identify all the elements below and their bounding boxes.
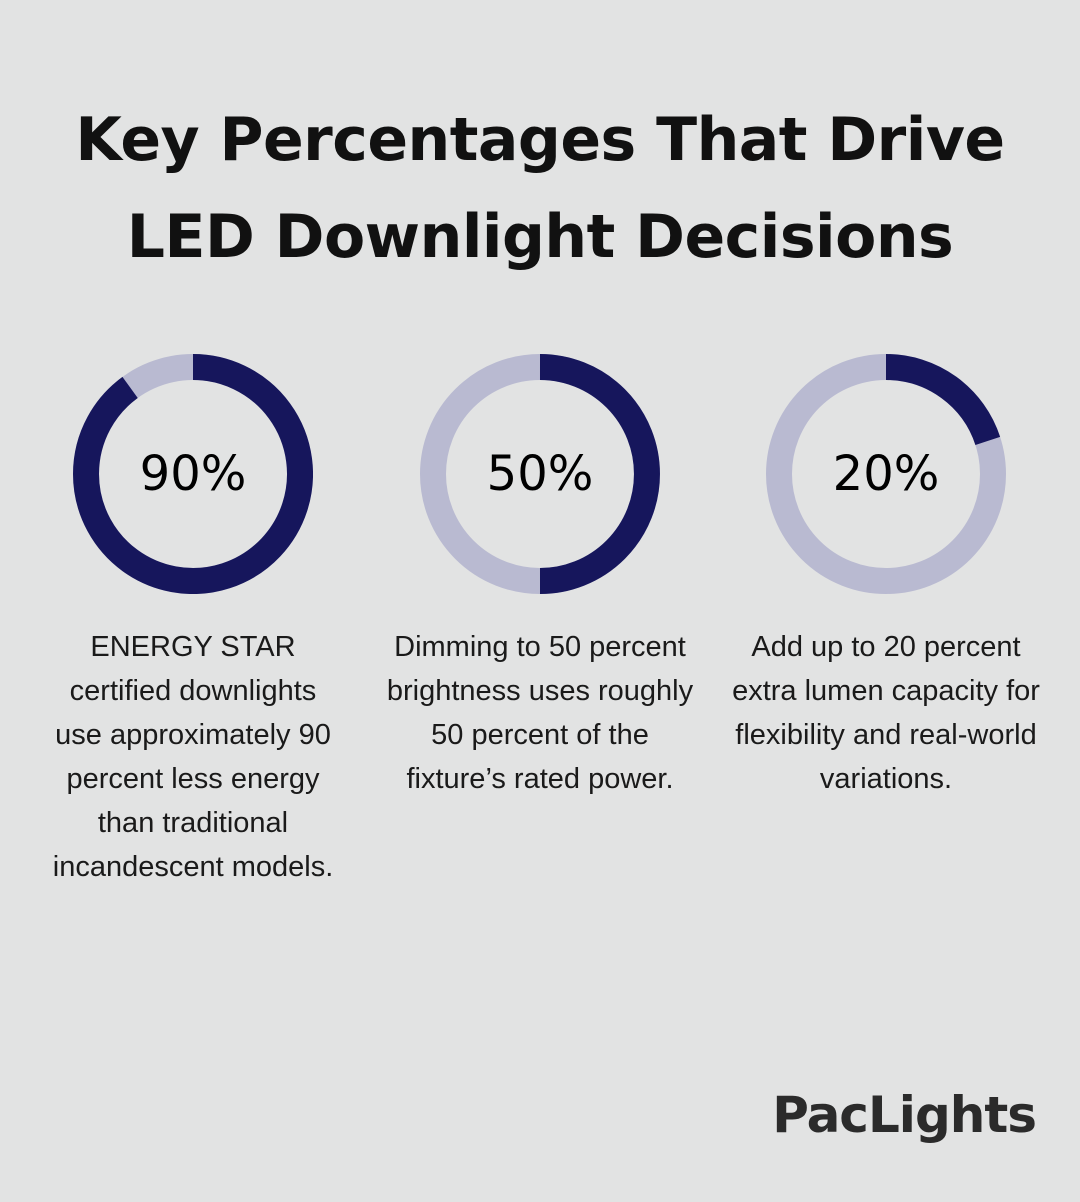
donut-arc-3 [885,354,1001,446]
donut-chart-2: 50% [420,354,660,594]
paclights-logo: PacLights [772,1086,1037,1144]
stat-description-1: ENERGY STAR certified downlights use app… [52,631,334,883]
donut-arc-1 [73,354,313,594]
title-line-1: Key Percentages That Drive [75,105,1005,175]
stat-description-2: Dimming to 50 percent brightness uses ro… [386,631,694,795]
stat-card-dimming: 50% Dimming to 50 percent brightness use… [380,354,700,801]
percent-label-2: 50% [487,446,594,502]
stat-card-energy-star: 90% ENERGY STAR certified downlights use… [33,354,353,889]
title-line-2: LED Downlight Decisions [126,202,954,272]
donut-chart-3: 20% [766,354,1006,594]
page-title: Key Percentages That Drive LED Downlight… [0,92,1080,286]
stat-description-3: Add up to 20 percent extra lumen capacit… [732,631,1040,795]
percent-label-3: 20% [833,446,940,502]
percent-label-1: 90% [140,446,247,502]
donut-chart-1: 90% [73,354,313,594]
donut-arc-2 [539,354,660,594]
stat-card-lumen-capacity: 20% Add up to 20 percent extra lumen cap… [726,354,1046,801]
